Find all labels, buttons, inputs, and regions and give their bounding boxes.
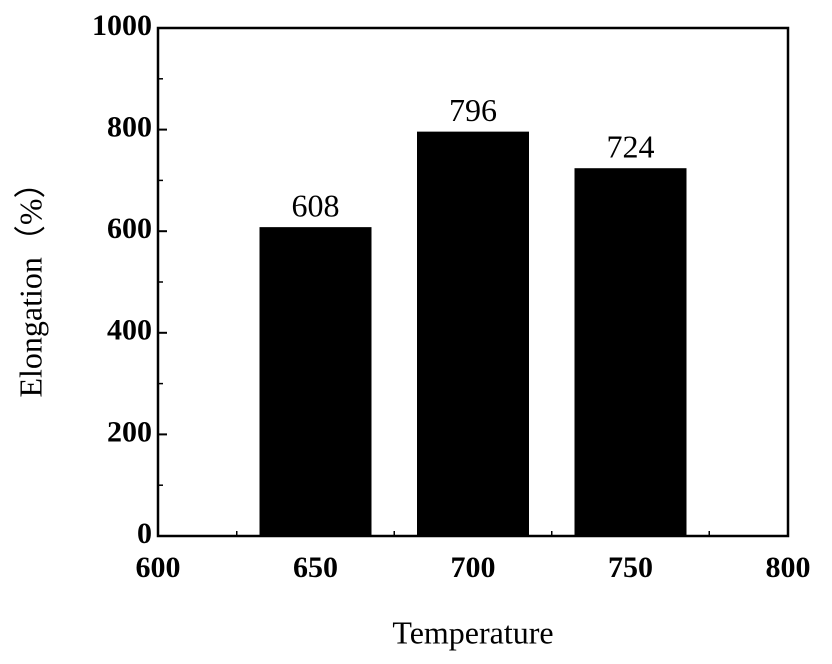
bar	[574, 168, 687, 536]
x-tick-label: 800	[766, 551, 811, 584]
bar	[417, 131, 529, 536]
value-label: 796	[449, 92, 497, 128]
x-tick-label: 650	[293, 551, 338, 584]
y-tick-label: 600	[107, 212, 152, 245]
value-label: 608	[292, 187, 340, 223]
y-axis-label: Elongation（%）	[12, 166, 48, 397]
bar	[259, 227, 372, 537]
value-label: 724	[607, 129, 655, 165]
y-tick-label: 800	[107, 110, 152, 143]
y-tick-label: 0	[137, 517, 152, 550]
x-tick-label: 600	[136, 551, 181, 584]
y-tick-label: 400	[107, 314, 152, 347]
y-tick-label: 1000	[92, 9, 152, 42]
y-tick-label: 200	[107, 415, 152, 448]
plot-frame	[156, 26, 790, 538]
x-tick-label: 750	[608, 551, 653, 584]
x-axis-label: Temperature	[392, 614, 553, 650]
x-tick-label: 700	[451, 551, 496, 584]
